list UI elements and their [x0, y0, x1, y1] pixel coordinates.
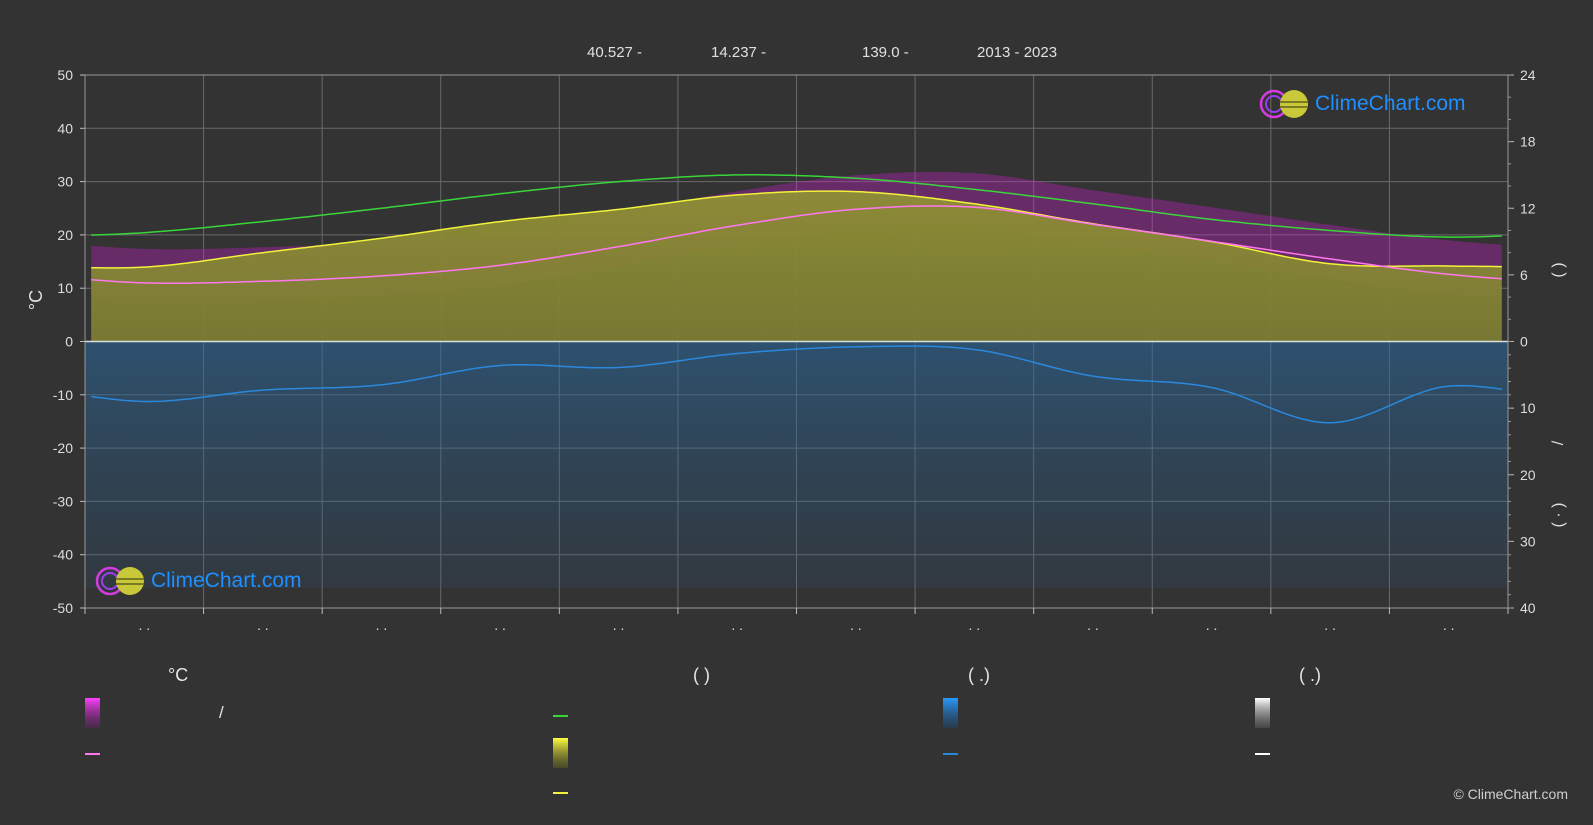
right-tick-label-hours: 12	[1520, 200, 1536, 216]
left-axis-label: °C	[26, 290, 46, 310]
left-tick-label: -20	[53, 440, 73, 456]
right-axis-label: /	[1550, 440, 1567, 445]
legend-label-temp-range: /	[219, 703, 224, 722]
climechart-logo-icon	[95, 566, 144, 596]
month-label: . .	[257, 617, 269, 633]
logo-top[interactable]: ClimeChart.com	[1259, 88, 1466, 120]
month-label: . .	[1206, 617, 1218, 633]
month-label: . .	[1443, 617, 1455, 633]
rain-area	[85, 341, 1508, 588]
right-tick-label-hours: 0	[1520, 334, 1528, 350]
rain-line	[91, 345, 1502, 424]
left-axis: 50 40 30 20 10 0 -10 -20 -30 -40 -50	[53, 67, 85, 616]
month-label: . .	[613, 617, 625, 633]
month-label: . .	[731, 617, 743, 633]
right-tick-label-hours: 6	[1520, 267, 1528, 283]
logo-text: ClimeChart.com	[151, 569, 302, 592]
temp-mean-line	[91, 205, 1502, 285]
left-tick-label: -10	[53, 387, 73, 403]
right-axis-label: ( )	[1550, 262, 1567, 277]
month-label: . .	[376, 617, 388, 633]
daylight-line	[91, 174, 1502, 238]
left-tick-label: -30	[53, 493, 73, 509]
right-tick-label-precip: 10	[1520, 400, 1536, 416]
legend-line-rain	[943, 753, 958, 755]
legend-swatch-sunshine	[553, 738, 568, 768]
left-tick-label: 20	[57, 227, 73, 243]
latitude-value: 40.527 -	[587, 44, 643, 61]
elevation-value: 139.0 -	[862, 44, 909, 61]
left-tick-label: -50	[53, 600, 73, 616]
right-axis: 24 18 12 6 0 10 20 30 40	[1508, 67, 1536, 616]
copyright: © ClimeChart.com	[1453, 786, 1568, 802]
month-label: . .	[494, 617, 506, 633]
left-tick-label: 30	[57, 174, 73, 190]
left-tick-label: 10	[57, 280, 73, 296]
left-tick-label: 0	[65, 334, 73, 350]
right-axis-label: ( · )	[1550, 503, 1567, 528]
month-label: . .	[850, 617, 862, 633]
logo-bottom[interactable]: ClimeChart.com	[95, 565, 302, 597]
right-tick-label-precip: 40	[1520, 600, 1536, 616]
left-tick-label: 50	[57, 67, 73, 83]
longitude-value: 14.237 -	[711, 44, 767, 61]
sunshine-line	[91, 190, 1502, 269]
month-label: . .	[1324, 617, 1336, 633]
month-label: . .	[138, 617, 150, 633]
right-axis-labels: ( ) / ( · )	[1550, 262, 1567, 527]
sunshine-area	[91, 191, 1502, 342]
month-label: . .	[1087, 617, 1099, 633]
legend-swatch-rain	[943, 698, 958, 728]
year-range: 2013 - 2023	[977, 44, 1058, 61]
legend-line-sunshine	[553, 792, 568, 794]
right-tick-label-precip: 30	[1520, 533, 1536, 549]
right-tick-label-precip: 20	[1520, 467, 1536, 483]
legend-title-temperature: °C	[168, 665, 189, 685]
left-tick-label: 40	[57, 120, 73, 136]
legend-title-sun: ( )	[693, 665, 710, 685]
legend-line-snow	[1255, 753, 1270, 755]
right-tick-label-hours: 18	[1520, 134, 1536, 150]
legend-line-temp-mean	[85, 753, 100, 755]
legend-swatch-temp-range	[85, 698, 100, 728]
left-tick-label: -40	[53, 547, 73, 563]
right-tick-label-hours: 24	[1520, 67, 1536, 83]
legend-swatch-snow	[1255, 698, 1270, 728]
logo-text: ClimeChart.com	[1315, 92, 1466, 115]
legend-title-snow: ( .)	[1299, 665, 1321, 685]
climechart-logo-icon	[1259, 89, 1308, 119]
x-axis: . . . . . . . . . . . . . . . . . . . . . . . .	[84, 608, 1509, 633]
legend-line-daylight	[553, 715, 568, 717]
legend-title-rain: ( .)	[968, 665, 990, 685]
month-label: . .	[969, 617, 981, 633]
